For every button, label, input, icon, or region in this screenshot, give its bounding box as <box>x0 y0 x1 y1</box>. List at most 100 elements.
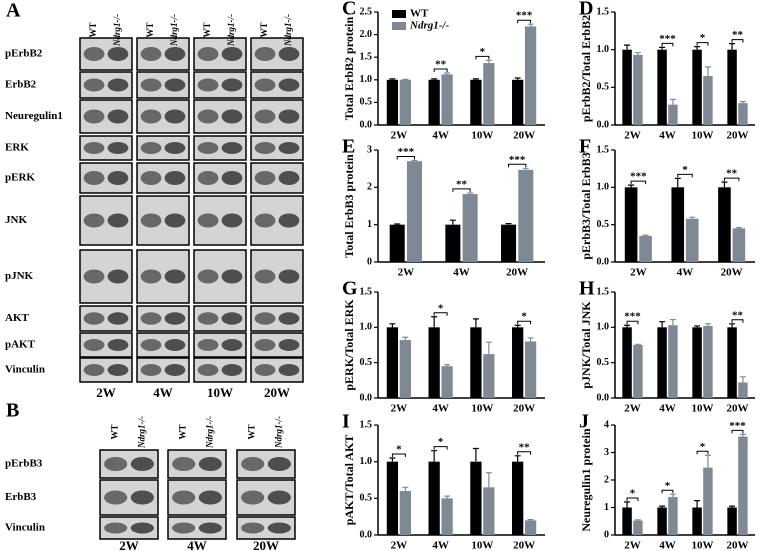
blot-band <box>267 490 291 505</box>
blot-band <box>254 47 276 61</box>
y-tick-label: 0 <box>604 529 609 540</box>
bar <box>501 224 517 262</box>
x-tick-label: 2W <box>391 130 408 142</box>
x-tick-label: 2W <box>398 267 415 279</box>
bar <box>657 327 667 398</box>
x-tick-label: 10W <box>692 403 714 415</box>
significance-bracket <box>433 312 448 316</box>
y-tick-label: 2 <box>367 182 372 193</box>
y-tick-label: 0.5 <box>597 219 610 230</box>
bar <box>470 327 482 398</box>
time-label: 10W <box>207 385 233 400</box>
blot-band <box>254 339 276 351</box>
error-bar <box>522 167 529 170</box>
panel-letter: B <box>6 400 19 422</box>
blot-band <box>221 47 243 61</box>
error-bar <box>634 519 641 521</box>
panel-letter: I <box>342 411 350 433</box>
blot-band <box>83 47 105 61</box>
column-header: Ndrg1-/- <box>226 14 236 47</box>
column-header: WT <box>247 424 257 439</box>
column-header: WT <box>259 22 269 37</box>
blot-band <box>107 269 129 284</box>
significance-bracket <box>452 188 471 192</box>
significance-bracket <box>630 180 647 185</box>
error-bar <box>527 337 534 342</box>
significance-label: * <box>630 488 636 500</box>
blot-band <box>221 171 243 185</box>
blot-band <box>197 171 219 185</box>
column-header: Ndrg1-/- <box>169 14 179 47</box>
error-bar <box>485 341 492 355</box>
significance-label: ** <box>435 59 447 71</box>
blot-row-label: pJNK <box>5 270 34 282</box>
x-tick-label: 4W <box>677 267 694 279</box>
blot-band <box>164 142 186 154</box>
error-bar <box>735 227 742 229</box>
x-tick-label: 20W <box>727 130 749 142</box>
blot-band <box>254 312 276 325</box>
blot-band <box>172 457 196 471</box>
blot-band <box>241 457 265 471</box>
blot-band <box>107 47 129 61</box>
blot-band <box>140 78 162 92</box>
significance-bracket <box>731 39 744 43</box>
significance-bracket <box>731 429 744 434</box>
y-tick-label: 0.5 <box>597 82 610 93</box>
y-tick-label: 1.5 <box>360 51 373 62</box>
y-tick-label: 1.0 <box>360 456 373 467</box>
significance-label: * <box>700 441 706 453</box>
blot-band <box>241 522 265 534</box>
error-bar <box>729 323 736 328</box>
x-tick-label: 20W <box>727 540 749 551</box>
time-label: 4W <box>187 538 207 551</box>
error-bar <box>431 78 438 80</box>
error-bar <box>689 216 696 219</box>
y-tick-label: 1.5 <box>597 6 610 17</box>
blot-row-label: JNK <box>5 214 27 226</box>
blot-band <box>107 339 129 351</box>
error-bar <box>624 501 631 508</box>
x-tick-label: 10W <box>471 403 493 415</box>
blot-band <box>104 490 128 505</box>
blot-band <box>197 339 219 351</box>
bar <box>524 520 537 535</box>
error-bar <box>485 59 492 64</box>
significance-label: *** <box>659 33 676 45</box>
column-header: WT <box>145 22 155 37</box>
blot-band <box>140 213 162 228</box>
bar <box>732 228 746 262</box>
column-header: Ndrg1-/- <box>273 416 283 449</box>
error-bar <box>739 101 746 104</box>
significance-label: ** <box>732 29 744 41</box>
blot-band <box>221 78 243 92</box>
x-tick-label: 4W <box>432 403 449 415</box>
error-bar <box>389 78 396 80</box>
error-bar <box>449 219 456 225</box>
bar <box>483 354 495 398</box>
blot-band <box>254 142 276 154</box>
legend-label: WT <box>410 8 429 20</box>
error-bar <box>472 447 479 462</box>
blot-band <box>140 171 162 185</box>
bar <box>633 345 643 398</box>
blot-band <box>221 364 243 376</box>
significance-label: * <box>521 311 527 323</box>
bar <box>512 327 524 398</box>
blot-band <box>278 47 300 61</box>
blot-band <box>197 142 219 154</box>
column-header: WT <box>110 424 120 439</box>
bar <box>738 382 748 398</box>
x-tick-label: 2W <box>391 403 408 415</box>
bar <box>428 461 440 535</box>
error-bar <box>729 505 736 508</box>
blot-image <box>236 516 296 540</box>
error-bar <box>659 46 666 50</box>
blot-band <box>107 142 129 154</box>
blot-band <box>140 142 162 154</box>
blot-band <box>278 142 300 154</box>
blot-row-label: ErbB3 <box>5 491 37 503</box>
blot-band <box>254 78 276 92</box>
y-tick-label: 1.0 <box>360 74 373 85</box>
blot-band <box>172 522 196 534</box>
